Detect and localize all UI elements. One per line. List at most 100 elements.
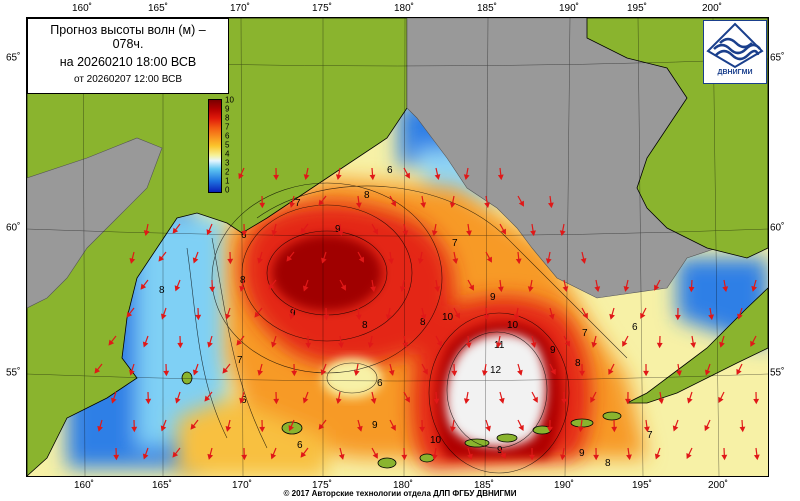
ice-cover-west xyxy=(27,137,163,309)
wave-direction-arrowhead xyxy=(433,398,440,405)
wave-direction-arrowhead xyxy=(484,202,491,209)
contour-label: 7 xyxy=(582,328,588,339)
wave-direction-arrowhead xyxy=(550,368,556,375)
wave-direction-arrowhead xyxy=(300,227,307,234)
lon-tick-label: 160˚ xyxy=(73,480,95,491)
wave-direction-arrowhead xyxy=(688,286,695,293)
wave-direction-arrowhead xyxy=(289,313,295,320)
wave-direction-arrowhead xyxy=(259,426,266,433)
wave-direction-arrowhead xyxy=(434,174,441,180)
wave-direction-arrowhead xyxy=(142,341,149,348)
wave-direction-arrowhead xyxy=(160,425,167,432)
wave-direction-arrowhead xyxy=(672,425,679,432)
lon-tick-label: 195˚ xyxy=(631,480,653,491)
wave-direction-arrowhead xyxy=(318,199,325,206)
wave-direction-arrowhead xyxy=(497,286,504,293)
contour-label: 6 xyxy=(387,165,393,176)
wave-direction-arrowhead xyxy=(582,312,588,319)
wave-direction-arrowhead xyxy=(402,342,409,349)
wave-direction-arrowhead xyxy=(454,312,460,319)
wave-direction-arrowhead xyxy=(608,368,614,375)
wave-direction-arrowhead xyxy=(513,314,520,321)
wave-direction-arrowhead xyxy=(174,285,181,292)
contour-label: 8 xyxy=(240,275,246,286)
wave-direction-arrowhead xyxy=(530,230,536,237)
wave-direction-arrowhead xyxy=(626,454,632,461)
wave-direction-arrowhead xyxy=(192,369,199,376)
contour-label: 7 xyxy=(647,430,653,441)
contour-label: 9 xyxy=(579,448,585,459)
wave-direction-arrowhead xyxy=(227,258,234,265)
lon-tick-label: 190˚ xyxy=(558,3,580,14)
contour-label: 6 xyxy=(632,322,638,333)
wave-direction-arrowhead xyxy=(113,454,120,461)
wave-direction-arrowhead xyxy=(515,258,522,265)
wave-direction-arrowhead xyxy=(291,370,298,377)
wave-direction-arrowhead xyxy=(370,286,377,293)
wave-direction-arrowhead xyxy=(750,340,756,347)
wave-direction-arrowhead xyxy=(254,311,261,318)
lon-tick-label: 190˚ xyxy=(553,480,575,491)
wave-direction-arrowhead xyxy=(721,454,728,461)
wave-direction-arrowhead xyxy=(143,230,150,237)
lon-tick-label: 195˚ xyxy=(626,3,648,14)
wave-direction-arrowhead xyxy=(320,369,327,376)
wave-direction-arrowhead xyxy=(204,395,211,402)
wave-direction-arrowhead xyxy=(302,397,309,404)
lat-tick-label: 55˚ xyxy=(6,367,21,379)
lat-tick-label: 55˚ xyxy=(770,367,785,379)
wave-direction-arrowhead xyxy=(624,398,631,405)
wave-direction-arrowhead xyxy=(485,425,491,432)
wave-direction-arrowhead xyxy=(206,229,212,236)
lon-tick-label: 180˚ xyxy=(392,480,414,491)
wave-direction-arrowhead xyxy=(323,314,330,321)
wave-direction-arrowhead xyxy=(238,173,244,180)
contour-label: 8 xyxy=(605,458,611,469)
contour-label: 6 xyxy=(241,395,247,406)
wave-direction-arrowhead xyxy=(466,230,472,237)
lon-tick-label: 180˚ xyxy=(393,3,415,14)
contour-label: 8 xyxy=(420,317,426,328)
wave-direction-arrowhead xyxy=(239,285,246,292)
wave-direction-arrowhead xyxy=(338,453,345,460)
wave-direction-arrowhead xyxy=(500,228,506,235)
wave-direction-arrowhead xyxy=(593,454,600,461)
wave-direction-arrowhead xyxy=(340,284,346,291)
contour-label: 6 xyxy=(377,378,383,389)
contour-label: 12 xyxy=(490,365,502,376)
wave-direction-arrowhead xyxy=(736,368,742,376)
colorbar-label: 8 xyxy=(225,113,230,123)
wave-direction-arrowhead xyxy=(338,342,344,349)
wave-direction-arrowhead xyxy=(590,396,596,403)
wave-direction-arrowhead xyxy=(420,314,427,320)
wave-direction-arrowhead xyxy=(449,426,456,433)
contour-lines xyxy=(186,182,628,474)
lon-tick-label: 200˚ xyxy=(701,3,723,14)
wave-direction-arrowhead xyxy=(719,341,725,348)
wave-direction-arrowhead xyxy=(305,342,312,349)
wave-direction-arrowhead xyxy=(417,258,424,265)
wave-direction-arrowhead xyxy=(654,284,660,291)
wave-direction-arrowhead xyxy=(500,452,506,459)
lon-tick-label: 185˚ xyxy=(473,480,495,491)
wave-direction-arrowhead xyxy=(401,454,408,461)
wave-direction-arrowhead xyxy=(172,451,179,458)
wave-direction-arrowhead xyxy=(481,370,488,377)
wave-direction-arrowhead xyxy=(518,424,524,431)
map-canvas: 8 9 9 8 7 6 6 7 8 10 9 10 8 11 12 10 9 8… xyxy=(27,18,768,476)
wave-direction-arrowhead xyxy=(495,342,502,349)
colorbar-label: 2 xyxy=(225,167,230,177)
wave-direction-arrowhead xyxy=(402,230,409,237)
wave-direction-arrowhead xyxy=(163,370,170,377)
colorbar-label: 9 xyxy=(225,104,230,114)
contour-label: 10 xyxy=(430,435,442,446)
wave-direction-arrowhead xyxy=(611,426,618,433)
wave-direction-arrowhead xyxy=(108,339,115,346)
wave-direction-arrowhead xyxy=(498,397,505,404)
wave-direction-arrowhead xyxy=(385,314,392,321)
lat-tick-label: 60˚ xyxy=(770,222,785,234)
wave-direction-arrowhead xyxy=(335,174,342,181)
wave-direction-arrowhead xyxy=(622,340,628,347)
asia-landmass xyxy=(27,18,408,476)
contour-label: 8 xyxy=(159,285,165,296)
